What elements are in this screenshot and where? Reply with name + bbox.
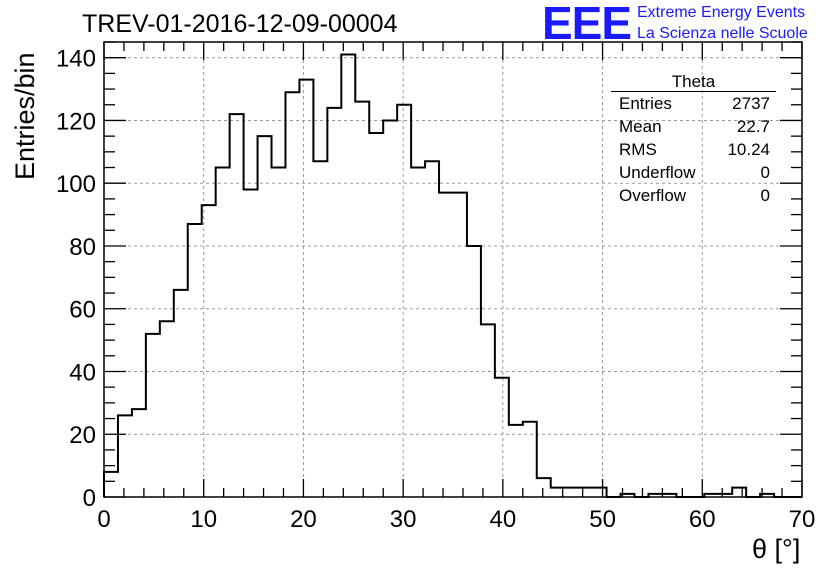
x-tick-label: 50 (589, 506, 616, 533)
y-tick-label: 20 (69, 422, 96, 449)
x-tick-label: 20 (290, 506, 317, 533)
y-tick-label: 60 (69, 297, 96, 324)
stats-label: Entries (619, 94, 672, 113)
y-tick-label: 80 (69, 234, 96, 261)
x-tick-label: 60 (689, 506, 716, 533)
stats-row-mean: Mean 22.7 (611, 115, 776, 138)
y-tick-label: 0 (83, 485, 96, 512)
x-tick-label: 70 (789, 506, 816, 533)
x-axis-label: θ [°] (752, 534, 801, 564)
histogram-series (103, 53, 802, 498)
x-tick-label: 30 (390, 506, 417, 533)
y-tick-label: 100 (56, 171, 96, 198)
stats-value: 22.7 (736, 117, 770, 136)
y-axis-label: Entries/bin (10, 52, 40, 180)
x-tick-label: 10 (190, 506, 217, 533)
stats-row-underflow: Underflow 0 (611, 161, 776, 184)
stats-box-title: Theta (611, 72, 776, 92)
stats-box: Theta Entries 2737 Mean 22.7 RMS 10.24 U… (611, 72, 776, 207)
stats-value: 0 (760, 163, 770, 182)
y-tick-label: 140 (56, 46, 96, 73)
stats-label: Mean (619, 117, 662, 136)
x-tick-label: 0 (97, 506, 110, 533)
logo-line-2: La Scienza nelle Scuole (637, 25, 808, 42)
stats-label: Overflow (619, 186, 687, 205)
stats-row-rms: RMS 10.24 (611, 138, 776, 161)
stats-value: 0 (760, 186, 770, 205)
stats-row-entries: Entries 2737 (611, 92, 776, 115)
y-tick-label: 120 (56, 108, 96, 135)
y-tick-label: 40 (69, 359, 96, 386)
stats-label: RMS (619, 140, 657, 159)
plot-frame (103, 41, 803, 498)
eee-logo: EEE (542, 0, 632, 49)
stats-row-overflow: Overflow 0 (611, 184, 776, 207)
stats-label: Underflow (619, 163, 696, 182)
stats-value: 10.24 (727, 140, 770, 159)
chart-title: TREV-01-2016-12-09-00004 (82, 10, 398, 38)
logo-line-1: Extreme Energy Events (637, 4, 806, 21)
stats-value: 2737 (732, 94, 770, 113)
x-tick-label: 40 (490, 506, 517, 533)
